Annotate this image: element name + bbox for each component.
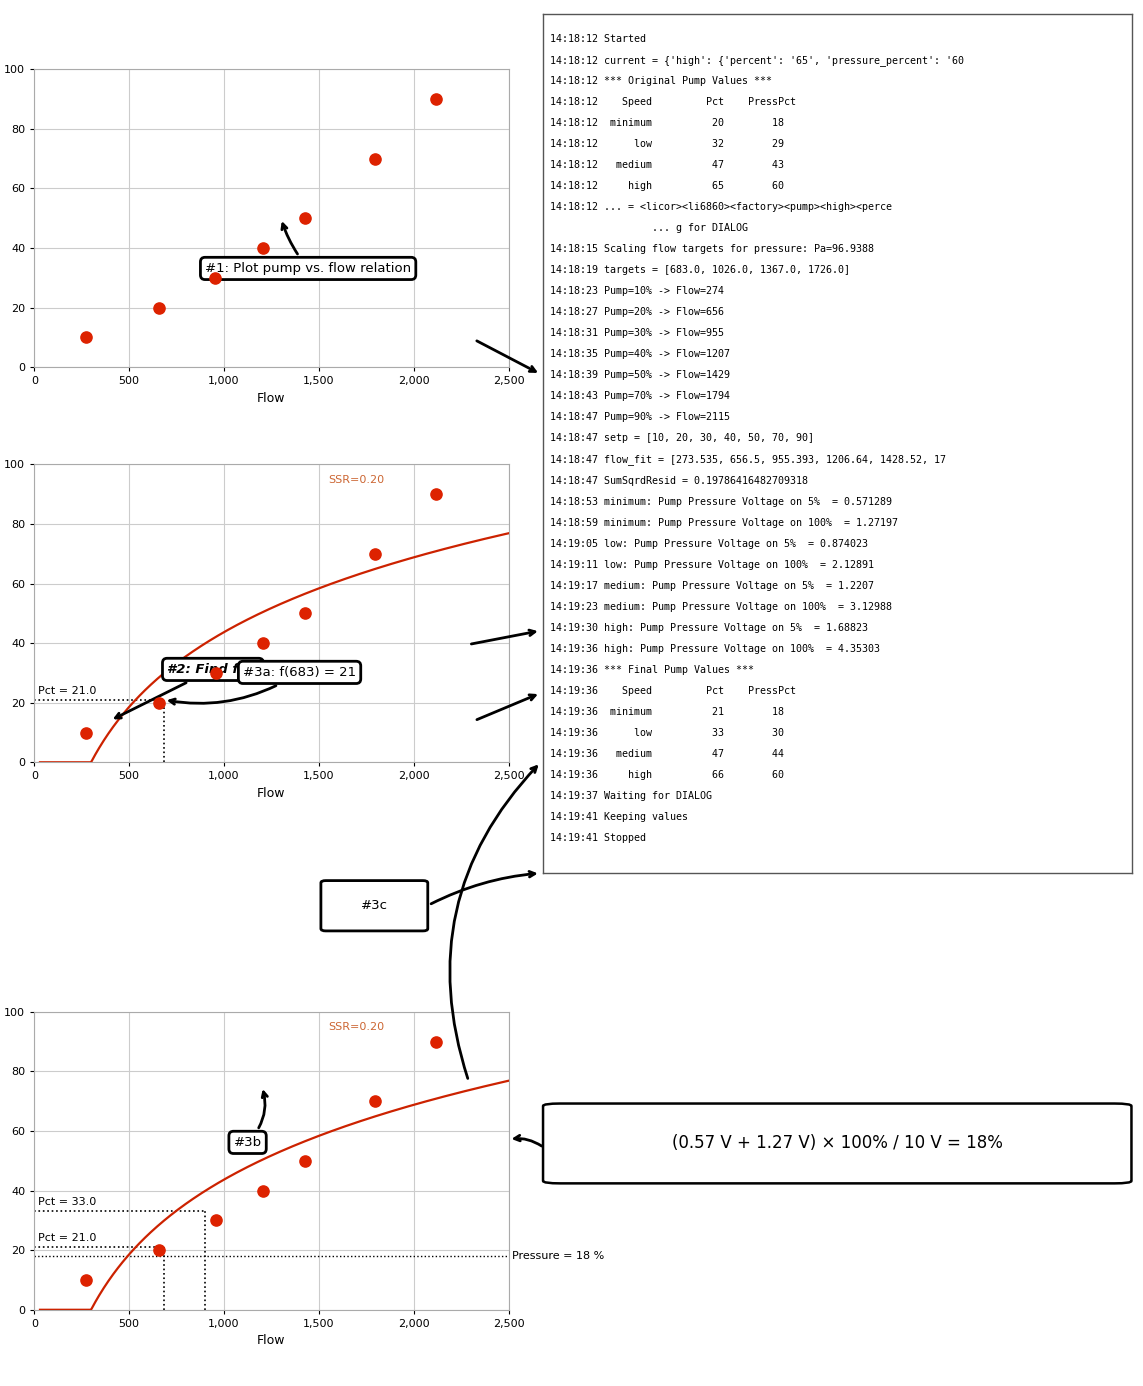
Text: 14:18:12 ... = <licor><li6860><factory><pump><high><perce: 14:18:12 ... = <licor><li6860><factory><… [550,202,892,212]
Text: 14:18:12  minimum          20        18: 14:18:12 minimum 20 18 [550,118,784,128]
Point [254,1179,272,1202]
Text: 14:18:47 Pump=90% -> Flow=2115: 14:18:47 Pump=90% -> Flow=2115 [550,413,730,423]
Text: ... g for DIALOG: ... g for DIALOG [550,223,748,233]
Text: 14:19:36     high          66        60: 14:19:36 high 66 60 [550,771,784,780]
Text: 14:19:36 *** Final Pump Values ***: 14:19:36 *** Final Pump Values *** [550,665,754,675]
Text: 14:18:12     high          65        60: 14:18:12 high 65 60 [550,182,784,191]
Point [426,87,445,109]
Text: 14:19:36   medium          47        44: 14:19:36 medium 47 44 [550,748,784,760]
Text: 14:18:31 Pump=30% -> Flow=955: 14:18:31 Pump=30% -> Flow=955 [550,328,724,338]
Text: Pump Settings Calibration: Pump Settings Calibration [150,988,375,1002]
Point [150,1239,168,1261]
Text: #2: Find f(x): #2: Find f(x) [115,663,258,718]
Point [77,721,95,743]
Text: 14:18:47 setp = [10, 20, 30, 40, 50, 70, 90]: 14:18:47 setp = [10, 20, 30, 40, 50, 70,… [550,434,814,444]
Text: #3c: #3c [361,900,387,912]
Text: 14:18:47 flow_fit = [273.535, 656.5, 955.393, 1206.64, 1428.52, 17: 14:18:47 flow_fit = [273.535, 656.5, 955… [550,455,946,466]
Y-axis label: Percent: Percent [0,589,1,638]
Text: Pump Settings Calibration: Pump Settings Calibration [150,441,375,455]
Text: #3b: #3b [233,1092,267,1149]
Text: 14:19:36    Speed         Pct    PressPct: 14:19:36 Speed Pct PressPct [550,686,796,696]
Text: 14:19:05 low: Pump Pressure Voltage on 5%  = 0.874023: 14:19:05 low: Pump Pressure Voltage on 5… [550,539,868,549]
Text: 14:19:41 Keeping values: 14:19:41 Keeping values [550,812,688,822]
Text: 14:18:23 Pump=10% -> Flow=274: 14:18:23 Pump=10% -> Flow=274 [550,286,724,297]
X-axis label: Flow: Flow [257,1335,286,1347]
Point [366,147,384,169]
Text: 14:19:41 Stopped: 14:19:41 Stopped [550,833,646,843]
Text: ▶: ▶ [486,441,497,455]
Text: 14:19:17 medium: Pump Pressure Voltage on 5%  = 1.2207: 14:19:17 medium: Pump Pressure Voltage o… [550,581,874,590]
Text: 14:18:43 Pump=70% -> Flow=1794: 14:18:43 Pump=70% -> Flow=1794 [550,391,730,402]
Point [207,661,225,683]
Text: 14:18:53 minimum: Pump Pressure Voltage on 5%  = 0.571289: 14:18:53 minimum: Pump Pressure Voltage … [550,496,892,506]
Text: 14:18:15 Scaling flow targets for pressure: Pa=96.9388: 14:18:15 Scaling flow targets for pressu… [550,244,874,254]
Text: ▶: ▶ [486,46,497,60]
Text: 14:18:12    Speed         Pct    PressPct: 14:18:12 Speed Pct PressPct [550,97,796,107]
Text: Pct = 21.0: Pct = 21.0 [38,1234,96,1243]
Text: 14:19:30 high: Pump Pressure Voltage on 5%  = 1.68823: 14:19:30 high: Pump Pressure Voltage on … [550,622,868,633]
Text: 14:18:12 *** Original Pump Values ***: 14:18:12 *** Original Pump Values *** [550,76,772,86]
Point [296,208,314,230]
Text: #3a: f(683) = 21: #3a: f(683) = 21 [169,665,357,704]
Point [150,692,168,714]
Text: SSR=0.20: SSR=0.20 [328,475,384,485]
Point [150,297,168,319]
Text: 14:18:12      low          32        29: 14:18:12 low 32 29 [550,139,784,148]
Text: Pct = 21.0: Pct = 21.0 [38,686,96,696]
Text: 14:19:11 low: Pump Pressure Voltage on 100%  = 2.12891: 14:19:11 low: Pump Pressure Voltage on 1… [550,560,874,570]
Text: 14:18:59 minimum: Pump Pressure Voltage on 100%  = 1.27197: 14:18:59 minimum: Pump Pressure Voltage … [550,517,898,528]
Point [207,1209,225,1231]
Point [426,482,445,505]
Text: SSR=0.20: SSR=0.20 [328,1023,384,1033]
Point [426,1031,445,1053]
Point [366,1089,384,1112]
Text: Pump Settings Calibration: Pump Settings Calibration [150,46,375,60]
Text: 14:18:12 current = {'high': {'percent': '65', 'pressure_percent': '60: 14:18:12 current = {'high': {'percent': … [550,54,964,65]
Text: 14:18:12   medium          47        43: 14:18:12 medium 47 43 [550,159,784,170]
Text: Pressure = 18 %: Pressure = 18 % [512,1252,605,1261]
Text: 14:18:39 Pump=50% -> Flow=1429: 14:18:39 Pump=50% -> Flow=1429 [550,370,730,380]
Y-axis label: Percent: Percent [0,194,1,243]
Text: 14:19:36 high: Pump Pressure Voltage on 100%  = 4.35303: 14:19:36 high: Pump Pressure Voltage on … [550,644,880,654]
Text: 14:19:23 medium: Pump Pressure Voltage on 100%  = 3.12988: 14:19:23 medium: Pump Pressure Voltage o… [550,602,892,611]
Point [207,266,225,290]
Text: 14:18:19 targets = [683.0, 1026.0, 1367.0, 1726.0]: 14:18:19 targets = [683.0, 1026.0, 1367.… [550,265,850,274]
Point [296,1150,314,1173]
Point [366,542,384,565]
Text: 14:18:27 Pump=20% -> Flow=656: 14:18:27 Pump=20% -> Flow=656 [550,308,724,317]
Point [254,632,272,654]
Point [296,602,314,624]
Text: 14:19:36  minimum          21        18: 14:19:36 minimum 21 18 [550,707,784,717]
Text: Pct = 33.0: Pct = 33.0 [38,1198,96,1207]
X-axis label: Flow: Flow [257,787,286,800]
Y-axis label: Percent: Percent [0,1137,1,1185]
X-axis label: Flow: Flow [257,392,286,405]
Text: (0.57 V + 1.27 V) × 100% / 10 V = 18%: (0.57 V + 1.27 V) × 100% / 10 V = 18% [672,1135,1002,1152]
Point [77,326,95,348]
Point [254,237,272,259]
Text: #1: Plot pump vs. flow relation: #1: Plot pump vs. flow relation [205,225,411,274]
Point [77,1270,95,1292]
FancyBboxPatch shape [543,1103,1132,1184]
Text: 14:18:35 Pump=40% -> Flow=1207: 14:18:35 Pump=40% -> Flow=1207 [550,349,730,359]
Text: 14:18:47 SumSqrdResid = 0.19786416482709318: 14:18:47 SumSqrdResid = 0.19786416482709… [550,475,808,485]
Text: 14:19:36      low          33        30: 14:19:36 low 33 30 [550,728,784,737]
Text: ▶: ▶ [486,988,497,1002]
Text: 14:19:37 Waiting for DIALOG: 14:19:37 Waiting for DIALOG [550,791,712,801]
Text: 14:18:12 Started: 14:18:12 Started [550,33,646,43]
FancyBboxPatch shape [321,880,427,931]
